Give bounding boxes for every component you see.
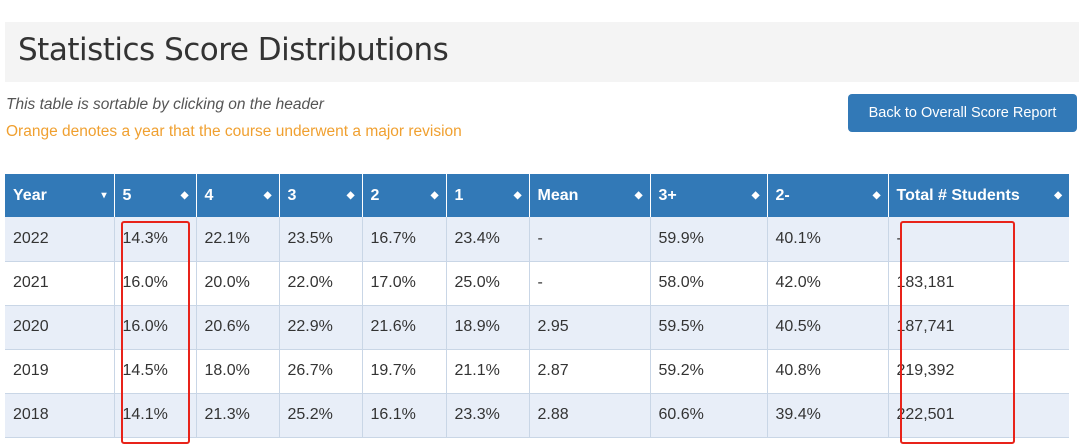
score-1-cell: 21.1% [446,349,530,394]
score-distribution-table: Year ▾ 5 ◆ 4 ◆ 3 ◆ 2 ◆ 1 ◆ Mean ◆ 3+ ◆ 2- ◆ Total… [5,174,1069,438]
two-minus-cell: 40.5% [767,305,889,350]
score-3-cell: 25.2% [279,393,363,438]
total-students-cell: 187,741 [888,305,1069,350]
mean-cell: - [529,261,651,306]
sort-icon: ◆ [1054,189,1062,201]
two-minus-cell: 42.0% [767,261,889,306]
score-3-cell: 22.9% [279,305,363,350]
page-title: Statistics Score Distributions [18,32,449,68]
score-3-cell: 23.5% [279,217,363,262]
table-header-row: Year ▾ 5 ◆ 4 ◆ 3 ◆ 2 ◆ 1 ◆ Mean ◆ 3+ ◆ 2- ◆ Total… [5,174,1069,217]
score-4-cell: 20.6% [196,305,280,350]
score-1-cell: 23.3% [446,393,530,438]
column-header-score-3[interactable]: 3 ◆ [279,174,363,217]
column-header-label: Year [13,186,47,204]
score-1-cell: 18.9% [446,305,530,350]
score-5-cell: 14.3% [114,217,197,262]
score-5-cell: 16.0% [114,261,197,306]
title-bar: Statistics Score Distributions [5,22,1079,82]
score-2-cell: 17.0% [362,261,447,306]
mean-cell: - [529,217,651,262]
score-5-cell: 14.5% [114,349,197,394]
sort-icon: ◆ [346,189,355,201]
two-minus-cell: 40.8% [767,349,889,394]
score-2-cell: 19.7% [362,349,447,394]
three-plus-cell: 58.0% [650,261,768,306]
score-3-cell: 26.7% [279,349,363,394]
three-plus-cell: 60.6% [650,393,768,438]
column-header-total-students[interactable]: Total # Students ◆ [888,174,1069,217]
total-students-cell: 219,392 [888,349,1069,394]
year-cell: 2018 [5,393,115,438]
mean-cell: 2.88 [529,393,651,438]
sort-icon: ◆ [751,189,760,201]
table-row: 2019 14.5% 18.0% 26.7% 19.7% 21.1% 2.87 … [5,349,1069,394]
column-header-mean[interactable]: Mean ◆ [529,174,651,217]
table-row: 2018 14.1% 21.3% 25.2% 16.1% 23.3% 2.88 … [5,393,1069,438]
score-3-cell: 22.0% [279,261,363,306]
revision-note: Orange denotes a year that the course un… [6,123,462,140]
year-cell: 2019 [5,349,115,394]
table-row: 2022 14.3% 22.1% 23.5% 16.7% 23.4% - 59.… [5,217,1069,262]
year-cell: 2021 [5,261,115,306]
year-cell: 2022 [5,217,115,262]
mean-cell: 2.87 [529,349,651,394]
column-header-label: 3 [287,186,297,204]
column-header-score-1[interactable]: 1 ◆ [446,174,530,217]
column-header-label: 2- [775,186,790,204]
column-header-label: Total # Students [896,186,1020,204]
column-header-score-5[interactable]: 5 ◆ [114,174,197,217]
table-row: 2020 16.0% 20.6% 22.9% 21.6% 18.9% 2.95 … [5,305,1069,350]
two-minus-cell: 39.4% [767,393,889,438]
sort-icon: ◆ [872,189,881,201]
column-header-label: 2 [370,186,380,204]
column-header-label: Mean [537,186,579,204]
column-header-score-4[interactable]: 4 ◆ [196,174,280,217]
sort-icon: ◆ [180,189,189,201]
column-header-3-plus[interactable]: 3+ ◆ [650,174,768,217]
total-students-cell: 183,181 [888,261,1069,306]
score-4-cell: 21.3% [196,393,280,438]
column-header-2-minus[interactable]: 2- ◆ [767,174,889,217]
sort-icon: ◆ [634,189,643,201]
back-to-overall-report-button[interactable]: Back to Overall Score Report [848,94,1077,132]
score-4-cell: 18.0% [196,349,280,394]
score-5-cell: 14.1% [114,393,197,438]
column-header-label: 5 [122,186,132,204]
score-4-cell: 22.1% [196,217,280,262]
score-2-cell: 16.7% [362,217,447,262]
sort-icon: ◆ [263,189,272,201]
score-1-cell: 25.0% [446,261,530,306]
score-2-cell: 16.1% [362,393,447,438]
total-students-cell: - [888,217,1069,262]
score-2-cell: 21.6% [362,305,447,350]
column-header-year[interactable]: Year ▾ [5,174,115,217]
score-1-cell: 23.4% [446,217,530,262]
column-header-label: 3+ [658,186,677,204]
total-students-cell: 222,501 [888,393,1069,438]
two-minus-cell: 40.1% [767,217,889,262]
column-header-label: 1 [454,186,464,204]
mean-cell: 2.95 [529,305,651,350]
table-row: 2021 16.0% 20.0% 22.0% 17.0% 25.0% - 58.… [5,261,1069,306]
sort-icon: ◆ [430,189,439,201]
year-cell: 2020 [5,305,115,350]
column-header-label: 4 [204,186,214,204]
three-plus-cell: 59.9% [650,217,768,262]
three-plus-cell: 59.2% [650,349,768,394]
score-4-cell: 20.0% [196,261,280,306]
column-header-score-2[interactable]: 2 ◆ [362,174,447,217]
score-5-cell: 16.0% [114,305,197,350]
sortable-note: This table is sortable by clicking on th… [6,96,324,113]
sort-icon: ◆ [513,189,522,201]
caret-down-icon: ▾ [101,189,107,201]
three-plus-cell: 59.5% [650,305,768,350]
